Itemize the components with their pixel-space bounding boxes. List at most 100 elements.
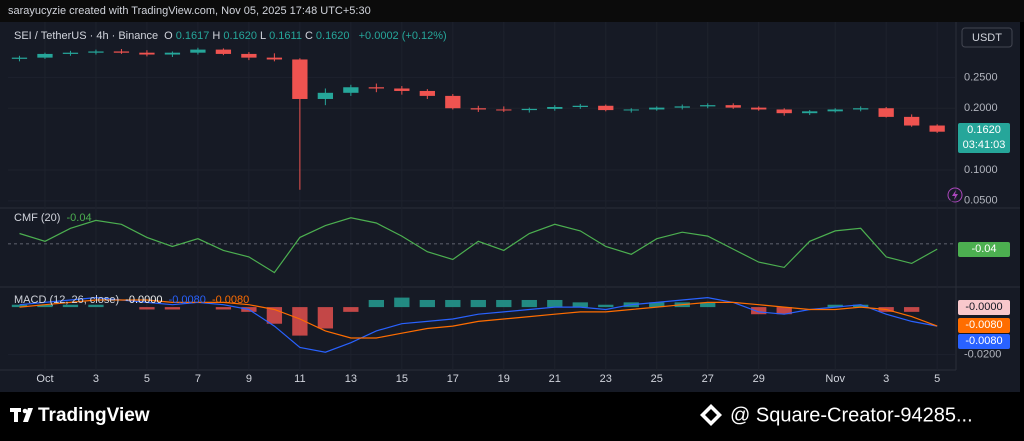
candle-body: [776, 109, 792, 114]
currency-button[interactable]: [961, 27, 1013, 48]
x-tick-label: 19: [498, 373, 510, 385]
histogram-bar: [445, 299, 461, 308]
candle-body: [700, 105, 716, 107]
histogram-bar: [496, 299, 512, 308]
x-tick-label: 3: [93, 373, 99, 385]
x-tick-label: 3: [883, 373, 889, 385]
histogram-bar: [164, 307, 181, 310]
histogram-bar: [521, 299, 537, 308]
logo-mark: [23, 408, 33, 422]
change: +0.0002 (+0.12%): [358, 30, 447, 42]
macd-legend: MACD (12, 26, close) -0.0000 -0.0080 -0.…: [14, 294, 252, 306]
histogram-bar: [139, 307, 155, 310]
histogram-bar: [904, 307, 920, 312]
last-price: 0.1620: [967, 124, 1001, 136]
candle-body: [649, 107, 665, 110]
candle-body: [164, 52, 181, 55]
histogram-bar: [37, 304, 53, 308]
x-tick-label: 29: [753, 373, 765, 385]
candle-body: [139, 52, 155, 55]
cmf-title: CMF (20): [14, 212, 61, 224]
cmf-line: [19, 217, 938, 274]
candle-body: [725, 105, 741, 108]
logo-mark: [22, 408, 28, 414]
x-tick-label: 21: [549, 373, 561, 385]
candle-body: [343, 87, 359, 93]
hist-value: -0.0000: [125, 294, 163, 306]
histogram-bar: [419, 299, 435, 308]
histogram-bar: [598, 304, 614, 308]
candle-body: [598, 105, 614, 111]
candle-body: [419, 90, 435, 96]
histogram-bar: [751, 307, 767, 315]
candle-body: [317, 92, 334, 99]
chart-area: [0, 22, 1020, 392]
cmf-legend: CMF (20) -0.04: [14, 212, 95, 224]
candle-body: [215, 49, 232, 54]
alert-icon[interactable]: [947, 187, 963, 203]
candle-body: [674, 106, 690, 108]
y-tick-label: -0.0200: [964, 349, 1001, 361]
candle-body: [470, 108, 486, 110]
histogram-bar: [470, 299, 486, 308]
x-tick-label: 15: [396, 373, 408, 385]
histogram-bar: [394, 297, 410, 308]
x-tick-label: 11: [294, 373, 305, 385]
candle-body: [878, 108, 894, 117]
x-tick-label: Oct: [36, 373, 53, 385]
ohlc-key: O: [164, 30, 173, 42]
macd-box: -0.0080: [958, 334, 1010, 349]
candle-body: [445, 95, 461, 109]
hist-box: -0.0000: [958, 300, 1010, 315]
credit: sarayucyzie created with TradingView.com…: [8, 5, 371, 17]
histogram-bar: [700, 302, 716, 308]
ohlc-key: L: [259, 30, 267, 42]
currency-label[interactable]: USDT: [972, 32, 1002, 44]
histogram-bar: [88, 304, 104, 308]
logo-mark: [14, 408, 18, 422]
histogram-bar: [215, 307, 232, 310]
histogram-bar: [649, 302, 665, 308]
signal-value: -0.0080: [211, 294, 250, 306]
candle-body: [929, 125, 945, 132]
y-tick-label: 0.2500: [964, 71, 998, 83]
candle-body: [547, 107, 563, 109]
y-tick-label: 0.2000: [964, 102, 998, 114]
macd-line: [19, 296, 938, 353]
top-bar: [0, 0, 1024, 22]
candle-body: [751, 107, 767, 110]
x-tick-label: 5: [934, 373, 940, 385]
x-tick-label: 23: [600, 373, 612, 385]
x-tick-label: Nov: [825, 373, 845, 385]
candle-body: [827, 109, 843, 112]
x-tick-label: 27: [702, 373, 714, 385]
candle-body: [802, 111, 818, 114]
x-tick-label: 9: [246, 373, 252, 385]
histogram-bar: [547, 299, 563, 308]
ohlc-key: H: [212, 30, 221, 42]
candle-body: [190, 49, 206, 53]
candle-body: [496, 109, 512, 111]
histogram-bar: [827, 304, 843, 308]
ohlc-value: 0.1617: [175, 30, 210, 42]
candle-body: [521, 108, 537, 111]
macd-value: -0.0080: [168, 294, 206, 306]
candle-body: [368, 87, 384, 89]
histogram-bar: [317, 307, 334, 329]
watermark: @ Square-Creator-94285...: [730, 404, 973, 426]
alert-icon-bolt: [952, 190, 958, 200]
histogram-bar: [776, 307, 792, 315]
y-tick-label: 0.0500: [964, 195, 998, 207]
candle-body: [853, 108, 869, 110]
last-price-box: 0.1620 03:41:03: [958, 123, 1010, 153]
y-tick-label: 0.1000: [964, 164, 998, 176]
footer: [0, 392, 1024, 441]
histogram-bar: [572, 302, 588, 308]
candle-body: [11, 57, 28, 59]
candle-body: [266, 57, 283, 60]
candle-body: [394, 88, 410, 91]
histogram-bar: [62, 304, 79, 308]
histogram-bar: [292, 307, 308, 336]
